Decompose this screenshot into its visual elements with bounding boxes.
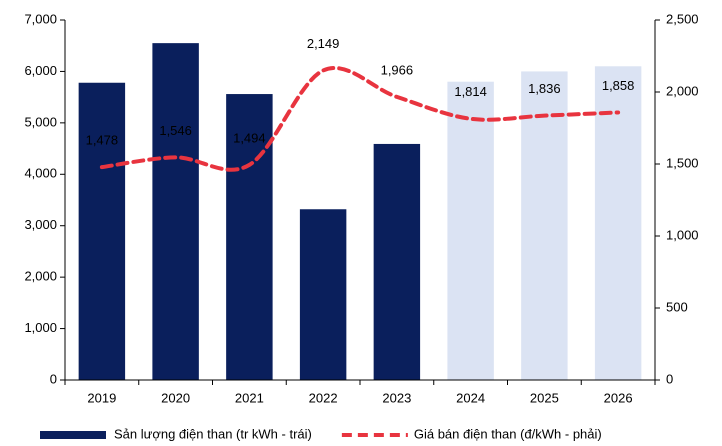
x-tick-label: 2022 (309, 390, 338, 405)
legend-label: Sản lượng điện than (tr kWh - trái) (114, 426, 312, 441)
data-label: 1,836 (528, 81, 561, 96)
y-tick-label: 4,000 (24, 166, 57, 181)
x-tick-label: 2025 (530, 390, 559, 405)
y2-tick-label: 1,500 (666, 155, 699, 170)
x-tick-label: 2024 (456, 390, 485, 405)
x-tick-label: 2019 (87, 390, 116, 405)
data-label: 1,858 (602, 78, 635, 93)
y-tick-label: 5,000 (24, 114, 57, 129)
x-tick-label: 2021 (235, 390, 264, 405)
x-tick-label: 2026 (604, 390, 633, 405)
x-tick-label: 2023 (382, 390, 411, 405)
y2-tick-label: 2,000 (666, 83, 699, 98)
y2-tick-label: 1,000 (666, 227, 699, 242)
bar (373, 143, 421, 380)
x-tick-label: 2020 (161, 390, 190, 405)
legend-label: Giá bán điện than (đ/kWh - phải) (414, 426, 602, 441)
data-label: 1,494 (233, 130, 266, 145)
bar (594, 66, 642, 381)
y-tick-label: 1,000 (24, 320, 57, 335)
data-label: 1,546 (159, 123, 192, 138)
y-tick-label: 3,000 (24, 217, 57, 232)
bar (447, 81, 494, 380)
y-tick-label: 0 (50, 371, 57, 386)
bar (152, 43, 199, 381)
y-tick-label: 6,000 (24, 63, 57, 78)
bar (78, 82, 126, 380)
y2-tick-label: 500 (666, 299, 688, 314)
data-label: 1,814 (454, 84, 487, 99)
y2-tick-label: 0 (666, 371, 673, 386)
data-label: 1,478 (86, 133, 119, 148)
y-tick-label: 7,000 (24, 11, 57, 26)
bar (299, 209, 347, 380)
legend-swatch (40, 431, 106, 439)
data-label: 2,149 (307, 36, 340, 51)
bar (226, 94, 273, 381)
line (99, 66, 621, 172)
y-tick-label: 2,000 (24, 269, 57, 284)
y2-tick-label: 2,500 (666, 11, 699, 26)
bar (521, 71, 568, 380)
data-label: 1,966 (381, 62, 414, 77)
